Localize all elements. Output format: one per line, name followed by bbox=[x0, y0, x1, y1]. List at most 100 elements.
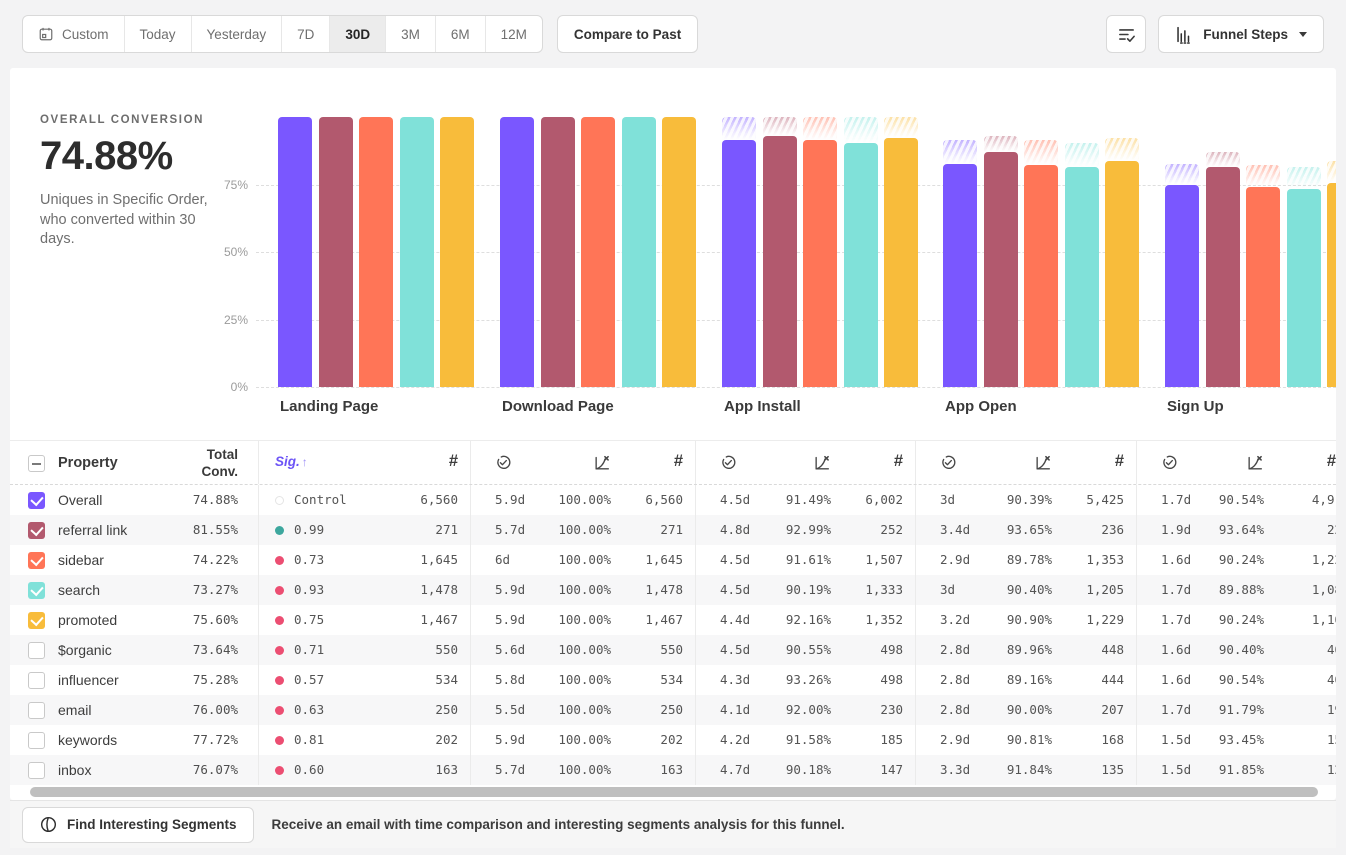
time-to-convert-value: 4.7d bbox=[720, 762, 751, 777]
funnel-bar[interactable] bbox=[662, 117, 696, 387]
funnel-bar[interactable] bbox=[581, 117, 615, 387]
count-icon[interactable]: # bbox=[893, 452, 903, 470]
date-range-6m[interactable]: 6M bbox=[434, 16, 485, 52]
funnel-bar[interactable] bbox=[722, 139, 756, 387]
row-step-group: 1.5d 91.85% 12 bbox=[1136, 755, 1336, 785]
date-range-7d[interactable]: 7D bbox=[281, 16, 329, 52]
conversion-rate-value: 90.00% bbox=[1006, 702, 1052, 717]
date-range-12m[interactable]: 12M bbox=[484, 16, 542, 52]
row-step-group: 1.7d 89.88% 1,08 bbox=[1136, 575, 1336, 605]
time-to-convert-icon[interactable] bbox=[495, 454, 512, 471]
count-value: 22 bbox=[1326, 522, 1336, 537]
count-icon[interactable]: # bbox=[1114, 452, 1124, 470]
time-to-convert-value: 2.8d bbox=[940, 642, 971, 657]
funnel-bar[interactable] bbox=[843, 143, 878, 387]
funnel-bar[interactable] bbox=[1024, 164, 1058, 387]
row-checkbox[interactable] bbox=[28, 731, 45, 749]
funnel-bar[interactable] bbox=[1246, 186, 1280, 387]
gridline bbox=[256, 387, 1336, 388]
funnel-bar[interactable] bbox=[803, 139, 837, 387]
time-to-convert-value: 1.6d bbox=[1161, 552, 1192, 567]
funnel-bar[interactable] bbox=[762, 135, 797, 387]
count-value: 163 bbox=[660, 762, 683, 777]
funnel-bar[interactable] bbox=[500, 117, 534, 387]
row-checkbox[interactable] bbox=[28, 641, 45, 659]
row-checkbox[interactable] bbox=[28, 611, 45, 629]
row-checkbox[interactable] bbox=[28, 671, 45, 689]
funnel-bar[interactable] bbox=[540, 117, 575, 387]
significance-value: 0.63 bbox=[275, 695, 324, 725]
funnel-bar[interactable] bbox=[399, 117, 434, 387]
time-to-convert-value: 4.5d bbox=[720, 642, 751, 657]
find-interesting-segments-button[interactable]: Find Interesting Segments bbox=[22, 806, 254, 843]
total-conversion-column-header[interactable]: Total Conv. bbox=[201, 447, 239, 479]
select-all-checkbox[interactable] bbox=[28, 455, 45, 472]
row-checkbox[interactable] bbox=[28, 701, 45, 719]
horizontal-scrollbar-thumb[interactable] bbox=[30, 787, 1318, 797]
date-range-30d[interactable]: 30D bbox=[329, 16, 386, 52]
property-label[interactable]: email bbox=[58, 702, 92, 718]
time-to-convert-icon[interactable] bbox=[940, 454, 957, 471]
count-icon[interactable]: # bbox=[448, 452, 458, 470]
significance-column-header[interactable]: Sig. ↑ bbox=[275, 454, 308, 469]
date-range-today[interactable]: Today bbox=[123, 16, 191, 52]
compare-to-past-button[interactable]: Compare to Past bbox=[556, 15, 699, 53]
funnel-bar[interactable] bbox=[943, 163, 977, 387]
property-label[interactable]: referral link bbox=[58, 522, 128, 538]
property-label[interactable]: inbox bbox=[58, 762, 92, 778]
funnel-bar[interactable] bbox=[1327, 182, 1336, 387]
significance-dot bbox=[275, 495, 284, 505]
property-label[interactable]: sidebar bbox=[58, 552, 104, 568]
funnel-bar[interactable] bbox=[884, 138, 918, 387]
funnel-bar[interactable] bbox=[1064, 166, 1099, 387]
date-range-yesterday[interactable]: Yesterday bbox=[190, 16, 282, 52]
funnel-bar[interactable] bbox=[1165, 184, 1199, 387]
property-column-header[interactable]: Property bbox=[58, 455, 118, 471]
funnel-bar[interactable] bbox=[983, 151, 1018, 387]
conversion-rate-value: 92.16% bbox=[785, 612, 831, 627]
time-to-convert-value: 5.6d bbox=[495, 642, 526, 657]
row-step-group: 5.7d 100.00% 163 bbox=[470, 755, 695, 785]
time-to-convert-icon[interactable] bbox=[1161, 454, 1178, 471]
count-icon[interactable]: # bbox=[673, 452, 683, 470]
funnel-bar[interactable] bbox=[621, 117, 656, 387]
funnel-bar[interactable] bbox=[359, 117, 393, 387]
funnel-bar[interactable] bbox=[440, 117, 474, 387]
property-label[interactable]: keywords bbox=[58, 732, 118, 748]
conversion-rate-icon[interactable] bbox=[1034, 454, 1052, 472]
date-range-label: 3M bbox=[401, 26, 420, 42]
view-selector-button[interactable]: Funnel Steps bbox=[1158, 15, 1324, 53]
row-checkbox[interactable] bbox=[28, 521, 45, 539]
conversion-rate-icon[interactable] bbox=[813, 454, 831, 472]
funnel-bar[interactable] bbox=[278, 117, 312, 387]
funnel-bar[interactable] bbox=[318, 117, 353, 387]
property-label[interactable]: $organic bbox=[58, 642, 112, 658]
property-label[interactable]: search bbox=[58, 582, 101, 598]
count-value: 230 bbox=[880, 702, 903, 717]
time-to-convert-icon[interactable] bbox=[720, 454, 737, 471]
conversion-rate-icon[interactable] bbox=[1246, 454, 1264, 472]
funnel-bar[interactable] bbox=[1105, 160, 1139, 387]
property-label[interactable]: influencer bbox=[58, 672, 119, 688]
row-checkbox[interactable] bbox=[28, 491, 45, 509]
date-range-3m[interactable]: 3M bbox=[385, 16, 435, 52]
conversion-rate-value: 100.00% bbox=[558, 672, 611, 687]
funnel-bar[interactable] bbox=[1286, 189, 1321, 387]
row-step-group: 2.9d 90.81% 168 bbox=[915, 725, 1136, 755]
count-value: 1,467 bbox=[420, 612, 458, 627]
property-label[interactable]: promoted bbox=[58, 612, 118, 628]
funnel-bar[interactable] bbox=[1205, 166, 1240, 387]
toolbar: Custom Today Yesterday 7D 30D 3M 6M 12M Compare… bbox=[0, 0, 1346, 68]
row-step-group: 3d 90.40% 1,205 bbox=[915, 575, 1136, 605]
conversion-rate-value: 90.55% bbox=[785, 642, 831, 657]
filter-button[interactable] bbox=[1106, 15, 1147, 53]
conversion-rate-icon[interactable] bbox=[593, 454, 611, 472]
count-icon[interactable]: # bbox=[1326, 452, 1336, 470]
row-checkbox[interactable] bbox=[28, 761, 45, 779]
conversion-rate-value: 89.16% bbox=[1006, 672, 1052, 687]
row-checkbox[interactable] bbox=[28, 581, 45, 599]
date-range-custom[interactable]: Custom bbox=[23, 16, 124, 52]
property-label[interactable]: Overall bbox=[58, 492, 103, 508]
row-checkbox[interactable] bbox=[28, 551, 45, 569]
table-row: $organic 73.64% 0.71 550 5.6d 100.00% 550 4.5d 9… bbox=[10, 635, 1336, 665]
